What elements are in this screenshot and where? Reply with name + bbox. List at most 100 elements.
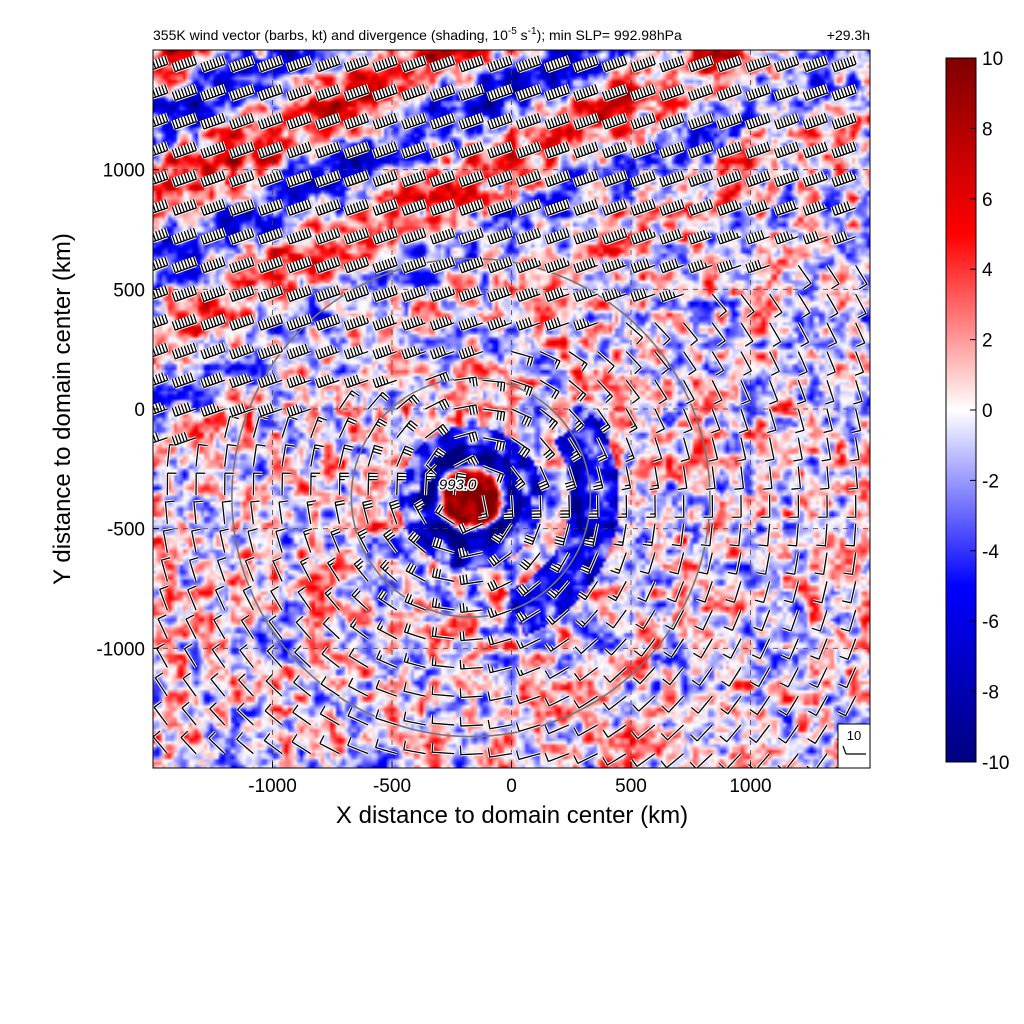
wind-barb-line [544,112,570,130]
wind-barb [251,471,263,496]
wind-barb-line [659,141,685,159]
wind-barb-line [429,227,456,245]
wind-barb [407,530,427,554]
wind-barb [161,527,173,553]
wind-barb [639,552,657,576]
wind-barb [572,694,599,710]
wind-barb [170,342,198,361]
wind-barb [347,677,369,698]
wind-barb-line [224,443,237,467]
wind-barb-line [605,609,627,629]
wind-barb-line [596,437,608,463]
wind-barb-line [229,373,254,389]
wind-barb-line [247,528,257,553]
wind-barb-line [659,258,684,274]
wind-barb [773,112,801,131]
wind-barb [153,83,170,100]
wind-barb [371,256,399,275]
wind-barb-line [503,495,514,519]
wind-barb-line [171,112,198,130]
wind-barb [841,580,858,605]
wind-barb-line [401,141,427,159]
wind-barb-line [487,635,512,646]
wind-barb-line [401,227,427,245]
wind-barb-line [429,141,456,159]
wind-barb [285,343,312,361]
wind-barb-line [401,256,427,274]
wind-barb-line [160,557,171,582]
wind-barb-line [347,707,369,726]
wind-barb [256,343,284,361]
wind-barb [209,672,226,698]
wind-barb-line [487,579,512,592]
wind-barb [567,407,585,433]
wind-barb [153,431,168,445]
wind-barb [280,471,292,496]
wind-barb [302,527,313,554]
x-tick-label: 1000 [729,776,771,797]
wind-barb-line [459,717,483,727]
wind-barb [783,580,800,605]
wind-barb-line [631,753,656,768]
wind-barb [687,170,715,189]
wind-barb-line [487,256,513,274]
wind-barb-line [200,403,225,417]
wind-barb-line [831,231,856,245]
wind-barb-line [544,287,570,303]
wind-barb-line [153,730,168,755]
wind-barb [264,673,284,698]
wind-barb [314,256,342,275]
wind-barb-line [459,574,483,586]
wind-barb-line [632,695,656,712]
wind-barb-line [630,170,656,188]
wind-barb-line [429,112,456,130]
wind-barb [271,556,284,582]
wind-barb [718,723,743,743]
wind-barb-line [855,293,867,319]
wind-barb-line [665,609,685,631]
wind-barb [572,288,599,303]
wind-barb-line [200,372,225,389]
wind-barb-line [718,753,742,768]
wind-barb-line [315,84,341,101]
wind-barb-line [322,616,340,640]
wind-barb-line [153,170,169,185]
wind-barb-line [188,557,199,582]
wind-barb-line [597,351,615,374]
wind-barb [600,288,627,303]
wind-barb [424,423,450,439]
wind-barb-line [601,112,628,130]
wind-barb-line [706,466,716,491]
wind-barb-line [549,552,570,573]
wind-barb [588,495,600,519]
wind-barb-line [171,256,198,274]
wind-barb [256,284,284,303]
wind-barb-line [171,55,198,73]
wind-barb-line [756,552,771,575]
wind-barb [400,55,428,74]
wind-barb [825,293,840,320]
wind-barb-line [573,112,599,130]
wind-barb [543,227,571,246]
wind-barb-line [785,552,799,575]
wind-barb-line [769,293,783,318]
wind-barb [514,227,543,246]
wind-barb-line [343,227,370,245]
wind-barb-line [315,344,340,360]
wind-barb [314,227,342,246]
wind-barb [371,170,399,189]
wind-barb-line [229,141,255,159]
wind-barb [314,170,342,189]
wind-barb [453,403,480,416]
wind-barb-line [487,748,512,758]
wind-barb [736,437,748,463]
wind-barb [153,671,169,698]
wind-barb [710,408,722,435]
wind-barb [285,112,313,131]
wind-barb [482,436,506,452]
wind-barb [539,350,562,370]
wind-barb [629,228,657,246]
wind-barb [486,747,512,759]
wind-barb [256,313,284,332]
wind-barb-line [575,609,599,627]
